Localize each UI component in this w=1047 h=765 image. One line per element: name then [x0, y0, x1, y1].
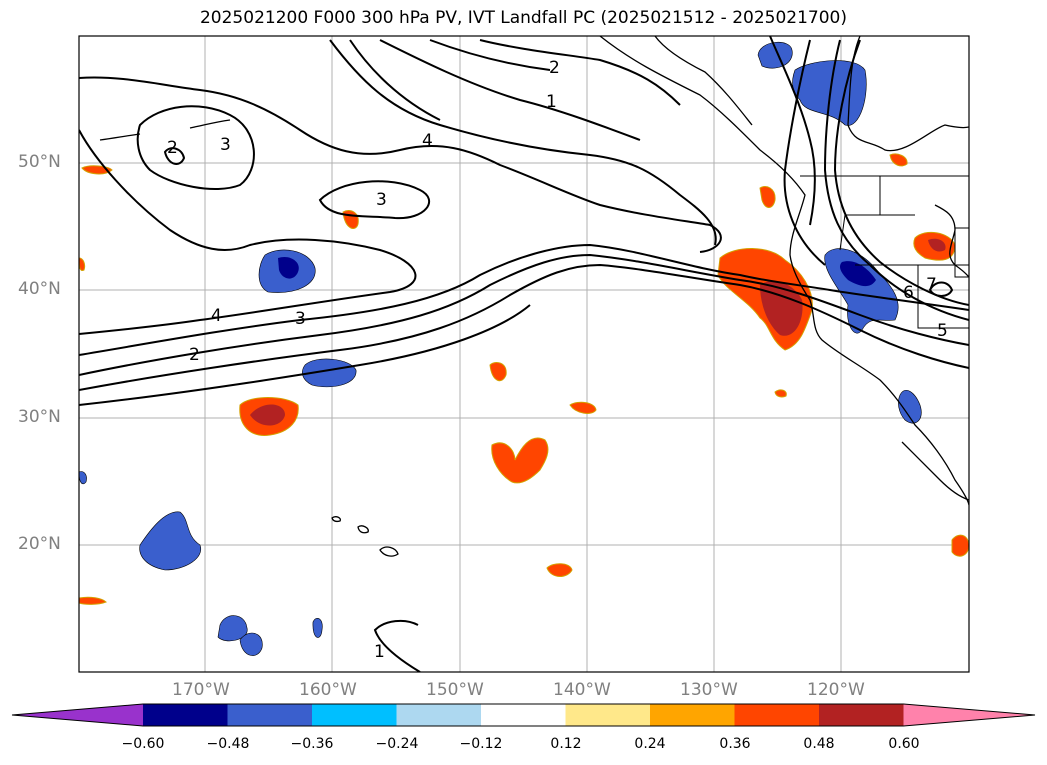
map-area	[79, 36, 969, 672]
colorbar-tick-label: −0.24	[375, 736, 419, 752]
contour-label: 1	[546, 92, 557, 112]
colorbar-segment	[565, 704, 651, 726]
colorbar-extend-low	[12, 704, 143, 726]
contour-label: 3	[295, 309, 306, 329]
colorbar-segment	[734, 704, 820, 726]
contour-label: 7	[926, 275, 937, 295]
colorbar-extend-high	[903, 704, 1035, 726]
contour-label: 5	[937, 321, 948, 341]
map-title: 2025021200 F000 300 hPa PV, IVT Landfall…	[199, 8, 847, 28]
colorbar	[11, 703, 1036, 727]
lon-label: 170°W	[172, 680, 230, 700]
contour-label: 3	[220, 135, 231, 155]
lon-label: 160°W	[299, 680, 357, 700]
contour-label: 4	[211, 306, 222, 326]
colorbar-tick-label: −0.36	[290, 736, 334, 752]
contour-label: 3	[376, 190, 387, 210]
negative-pv-anomalies	[79, 42, 922, 656]
pv-contours	[79, 36, 969, 672]
colorbar-segment	[143, 704, 228, 726]
colorbar-outline	[11, 703, 1036, 727]
contour-label: 2	[167, 138, 178, 158]
lon-label: 140°W	[553, 680, 611, 700]
colorbar-segment	[650, 704, 735, 726]
lat-label: 40°N	[18, 279, 61, 299]
colorbar-tick-label: 0.24	[634, 736, 666, 752]
colorbar-segment	[396, 704, 482, 726]
colorbar-tick-label: 0.12	[550, 736, 582, 752]
colorbar-segment	[312, 704, 397, 726]
contour-label: 2	[549, 58, 560, 78]
positive-pv-anomalies	[79, 153, 969, 605]
contour-label: 2	[189, 345, 200, 365]
contour-label: 6	[903, 283, 914, 303]
colorbar-tick-label: −0.60	[121, 736, 165, 752]
lat-label: 30°N	[18, 407, 61, 427]
colorbar-tick-label: −0.12	[459, 736, 503, 752]
colorbar-segment	[481, 704, 566, 726]
colorbar-segment	[227, 704, 313, 726]
contour-label: 1	[374, 642, 385, 662]
colorbar-tick-label: 0.48	[803, 736, 835, 752]
lon-label: 130°W	[680, 680, 738, 700]
lat-label: 50°N	[18, 152, 61, 172]
colorbar-tick-label: 0.60	[888, 736, 920, 752]
map-border	[78, 35, 970, 673]
contour-label: 4	[422, 131, 433, 151]
colorbar-tick-label: 0.36	[719, 736, 751, 752]
lat-label: 20°N	[18, 534, 61, 554]
colorbar-segment	[819, 704, 904, 726]
lon-label: 120°W	[807, 680, 865, 700]
colorbar-tick-label: −0.48	[206, 736, 250, 752]
lon-label: 150°W	[426, 680, 484, 700]
coastlines	[99, 36, 969, 557]
